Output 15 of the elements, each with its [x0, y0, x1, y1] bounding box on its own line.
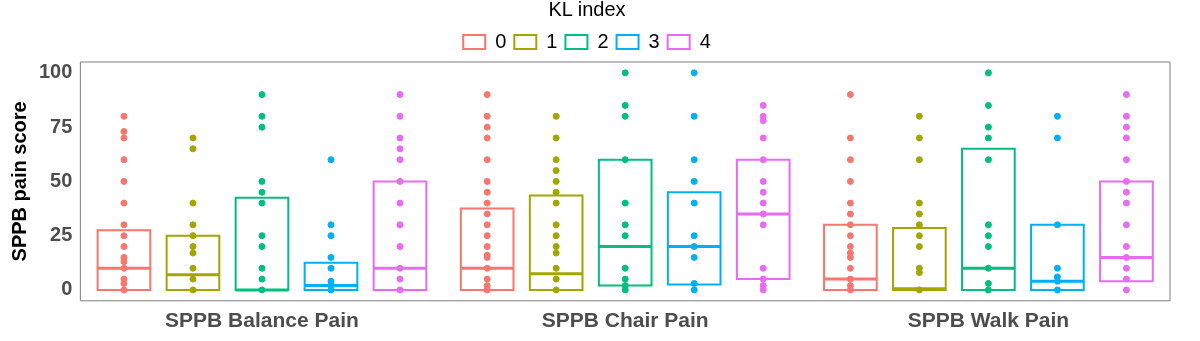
- y-tick-label: 75: [50, 114, 73, 137]
- legend-label: 2: [597, 29, 609, 52]
- y-tick-label: 25: [50, 223, 73, 246]
- legend-label: 0: [495, 29, 507, 52]
- legend-label: 1: [546, 29, 558, 52]
- x-tick-label: SPPB Balance Pain: [165, 308, 359, 332]
- legend-label: 4: [699, 29, 711, 52]
- y-tick-label: 0: [61, 277, 73, 300]
- x-tick-label: SPPB Walk Pain: [907, 308, 1070, 332]
- legend-label: 3: [648, 29, 660, 52]
- y-tick-label: 100: [38, 60, 73, 83]
- legend-title: KL index: [548, 0, 626, 20]
- y-axis-title: SPPB pain score: [7, 101, 30, 262]
- y-tick-label: 50: [50, 168, 73, 191]
- x-tick-label: SPPB Chair Pain: [541, 308, 709, 332]
